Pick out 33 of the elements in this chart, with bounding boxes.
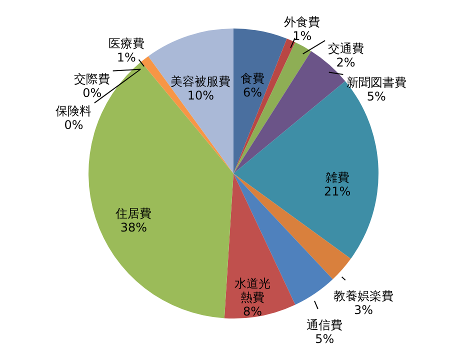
- slice-label: 医療費: [108, 36, 144, 51]
- data-label: 3%: [354, 303, 374, 318]
- slice-label: 雑費: [325, 170, 350, 185]
- slice-label: 住居費: [114, 206, 152, 220]
- pie-slice: [234, 28, 287, 174]
- data-label: 2%: [336, 56, 356, 70]
- slice-label: 教養娯楽費: [334, 289, 394, 304]
- pie-slice: [234, 174, 351, 280]
- data-label: 8%: [243, 304, 262, 319]
- pie-slice: [148, 28, 234, 174]
- data-label: 21%: [324, 184, 351, 199]
- slice-label: 食費: [240, 71, 265, 86]
- data-label: 5%: [315, 332, 334, 346]
- data-label: 5%: [366, 89, 386, 104]
- pie-slice: [224, 174, 296, 318]
- category-label: 保険料: [56, 104, 92, 118]
- data-label: 10%: [187, 88, 214, 103]
- data-label: 38%: [120, 220, 148, 234]
- pie-slice: [141, 56, 234, 174]
- pie-slice: [234, 42, 312, 174]
- slice-label: 水道光熱費: [234, 276, 271, 305]
- category-label: 交際費: [74, 72, 110, 86]
- slice-label: 外食費: [284, 15, 320, 29]
- slice-label: 交通費: [328, 42, 364, 56]
- slice-label: 新聞図書費: [346, 75, 406, 90]
- data-label: 1%: [116, 50, 136, 65]
- text: 0%: [82, 86, 102, 100]
- pie-slice: [234, 38, 296, 174]
- data-label: 1%: [292, 29, 312, 43]
- text: 0%: [64, 118, 84, 132]
- data-label: 6%: [243, 85, 262, 100]
- slice-label: 美容被服費: [170, 74, 231, 89]
- slice-label: 通信費: [306, 318, 343, 332]
